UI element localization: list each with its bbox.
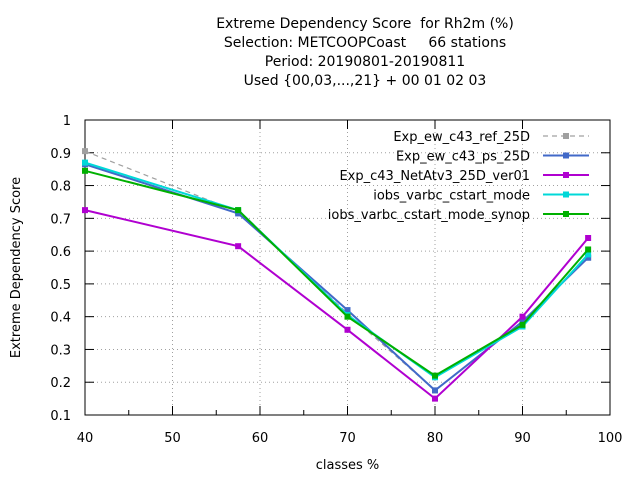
y-tick-label: 0.1 xyxy=(50,409,71,424)
chart-title: Extreme Dependency Score for Rh2m (%) Se… xyxy=(0,15,640,91)
legend-entry: Exp_ew_c43_ps_25D xyxy=(396,150,589,165)
data-point xyxy=(82,207,88,214)
y-tick-label: 0.7 xyxy=(50,212,71,227)
title-line-2: Selection: METCOOPCoast 66 stations xyxy=(223,35,507,51)
series-5 xyxy=(82,167,592,379)
y-tick-label: 0.5 xyxy=(50,278,71,293)
legend-entry: iobs_varbc_cstart_mode_synop xyxy=(328,208,589,223)
data-point xyxy=(82,148,88,155)
data-point xyxy=(235,243,242,250)
data-point xyxy=(235,210,242,217)
title-line-3: Period: 20190801-20190811 xyxy=(264,54,466,70)
y-tick-label: 0.6 xyxy=(50,245,71,260)
series-line xyxy=(84,209,589,400)
grid xyxy=(85,120,610,415)
data-point xyxy=(519,313,526,320)
y-tick-label: 0.4 xyxy=(50,311,71,326)
y-tick-label: 0.2 xyxy=(50,376,71,391)
data-point xyxy=(585,246,592,253)
data-point xyxy=(235,207,242,214)
x-tick-label: 40 xyxy=(77,431,94,446)
axis-ticks: 40 50 60 70 80 90 100 0.1 0.2 0.3 0.4 0.5 0.6 0.7 0.8 0… xyxy=(50,114,622,446)
x-tick-label: 90 xyxy=(514,431,531,446)
data-point xyxy=(82,167,88,174)
series-3 xyxy=(82,207,592,402)
data-point xyxy=(432,387,438,394)
y-tick-label: 0.9 xyxy=(50,147,71,162)
title-line-1: Extreme Dependency Score for Rh2m (%) xyxy=(216,16,514,32)
y-tick-label: 0.3 xyxy=(50,343,71,358)
legend-label: iobs_varbc_cstart_mode_synop xyxy=(328,208,530,223)
legend-marker xyxy=(563,133,569,139)
legend-marker xyxy=(563,152,569,159)
series-line xyxy=(84,169,589,377)
x-tick-label: 50 xyxy=(164,431,181,446)
data-point xyxy=(432,372,438,379)
legend-label: Exp_ew_c43_ps_25D xyxy=(396,150,530,165)
data-point xyxy=(585,251,592,258)
data-point xyxy=(344,307,351,314)
series-lines xyxy=(82,148,592,402)
legend-entry: iobs_varbc_cstart_mode xyxy=(373,189,589,204)
legend-entry: Exp_ew_c43_ref_25D xyxy=(393,130,589,145)
x-tick-label: 100 xyxy=(598,431,623,446)
legend-marker xyxy=(563,172,569,178)
data-point xyxy=(585,254,592,261)
x-tick-label: 70 xyxy=(339,431,356,446)
data-point xyxy=(519,318,526,325)
data-point xyxy=(344,326,351,333)
x-axis-label: classes % xyxy=(316,458,380,473)
legend-label: Exp_c43_NetAtv3_25D_ver01 xyxy=(339,169,530,184)
legend: Exp_ew_c43_ref_25D Exp_ew_c43_ps_25D Exp_c… xyxy=(328,130,589,223)
title-line-4: Used {00,03,...,21} + 00 01 02 03 xyxy=(243,73,487,89)
legend-label: iobs_varbc_cstart_mode xyxy=(373,189,530,204)
legend-entry: Exp_c43_NetAtv3_25D_ver01 xyxy=(339,169,589,184)
data-point xyxy=(344,313,351,320)
y-axis-label: Extreme Dependency Score xyxy=(9,177,24,358)
legend-marker xyxy=(563,211,569,217)
legend-label: Exp_ew_c43_ref_25D xyxy=(393,130,530,145)
data-point xyxy=(585,235,592,241)
data-point xyxy=(82,159,88,166)
y-tick-label: 0.8 xyxy=(50,180,71,195)
x-tick-label: 60 xyxy=(252,431,269,446)
data-point xyxy=(432,395,438,402)
legend-marker xyxy=(563,191,569,198)
x-tick-label: 80 xyxy=(427,431,444,446)
y-tick-label: 1 xyxy=(63,114,71,129)
data-point xyxy=(519,321,526,328)
